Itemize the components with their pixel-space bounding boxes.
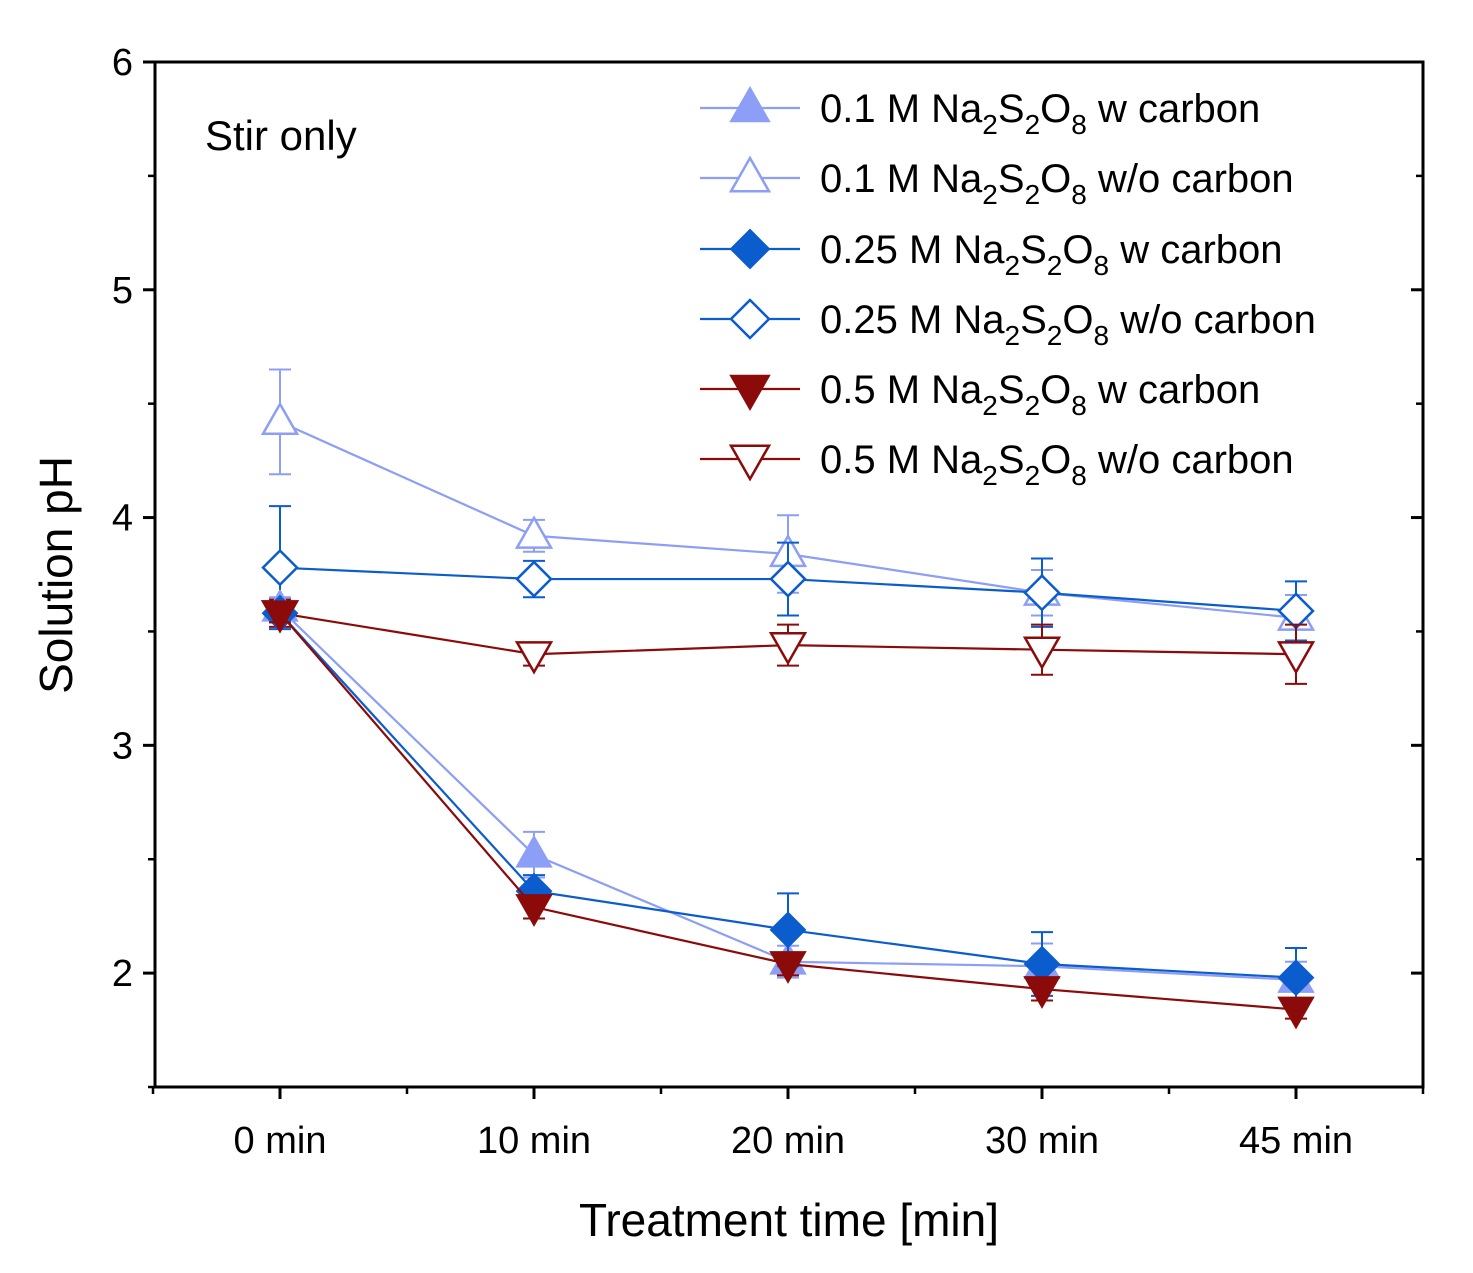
legend-marker xyxy=(729,228,771,270)
legend-text-part: S xyxy=(1020,298,1047,342)
legend-text-part: 0.25 M Na xyxy=(820,228,1005,272)
legend-marker xyxy=(728,444,772,482)
data-point xyxy=(1277,959,1315,997)
legend-text-part: S xyxy=(1020,228,1047,272)
legend-text-part: O xyxy=(1062,228,1093,272)
x-tick-label: 0 min xyxy=(234,1120,327,1162)
legend-marker xyxy=(729,86,771,123)
legend-label: 0.5 M Na2S2O8 w/o carbon xyxy=(820,438,1294,491)
legend-subscript: 8 xyxy=(1094,320,1110,351)
legend-subscript: 2 xyxy=(1025,179,1041,210)
legend-text-part: w/o carbon xyxy=(1109,298,1316,342)
data-point xyxy=(1023,573,1061,612)
legend-text-part: w carbon xyxy=(1087,87,1260,131)
data-point xyxy=(260,401,300,436)
axis-ticks: 0 min 10 min 20 min 30 min 45 min 2 3 4 5 6 xyxy=(112,42,1425,1162)
y-tick-label: 6 xyxy=(112,42,133,84)
x-tick-label: 45 min xyxy=(1239,1120,1353,1162)
legend-entry-5: 0.5 M Na2S2O8 w carbon xyxy=(700,368,1260,421)
data-point xyxy=(1277,996,1315,1030)
legend-text-part: 0.25 M Na xyxy=(820,298,1005,342)
x-tick-label: 10 min xyxy=(477,1120,591,1162)
legend-subscript: 8 xyxy=(1071,390,1087,421)
legend-text-part: O xyxy=(1040,157,1071,201)
legend-text-part: S xyxy=(998,87,1025,131)
legend-subscript: 2 xyxy=(982,109,998,140)
legend-text-part: S xyxy=(998,438,1025,482)
data-point xyxy=(1022,636,1062,671)
legend-subscript: 2 xyxy=(982,460,998,491)
data-point xyxy=(769,560,807,598)
legend-subscript: 2 xyxy=(1025,460,1041,491)
y-tick-label: 5 xyxy=(112,270,133,312)
legend-label: 0.1 M Na2S2O8 w/o carbon xyxy=(820,157,1294,210)
legend-subscript: 2 xyxy=(1025,390,1041,421)
legend-label: 0.1 M Na2S2O8 w carbon xyxy=(820,87,1260,140)
legend-text-part: S xyxy=(998,157,1025,201)
legend-subscript: 8 xyxy=(1071,109,1087,140)
legend-label: 0.25 M Na2S2O8 w carbon xyxy=(820,228,1283,281)
y-tick-label: 2 xyxy=(112,953,133,995)
legend-subscript: 2 xyxy=(1005,250,1021,281)
legend-text-part: w/o carbon xyxy=(1087,157,1294,201)
legend-text-part: O xyxy=(1062,298,1093,342)
legend-text-part: S xyxy=(998,368,1025,412)
legend-text-part: O xyxy=(1040,87,1071,131)
y-tick-label: 3 xyxy=(112,725,133,767)
annotation-label: Stir only xyxy=(205,112,357,159)
legend-text-part: w/o carbon xyxy=(1087,438,1294,482)
data-point xyxy=(768,631,808,666)
data-point xyxy=(515,560,553,598)
x-tick-label: 30 min xyxy=(985,1120,1099,1162)
data-point xyxy=(515,894,553,927)
y-tick-label: 4 xyxy=(112,498,133,540)
legend-subscript: 2 xyxy=(1047,250,1063,281)
data-point xyxy=(515,834,553,868)
legend-label: 0.5 M Na2S2O8 w carbon xyxy=(820,368,1260,421)
legend-text-part: w carbon xyxy=(1109,228,1282,272)
legend-text-part: 0.1 M Na xyxy=(820,87,983,131)
legend-marker xyxy=(728,155,772,193)
series-layer xyxy=(260,368,1316,1030)
y-axis-title: Solution pH xyxy=(30,456,82,694)
legend-subscript: 2 xyxy=(1047,320,1063,351)
data-point xyxy=(1276,641,1316,675)
data-point xyxy=(514,641,554,675)
legend-subscript: 2 xyxy=(982,390,998,421)
data-point xyxy=(769,911,807,949)
legend-entry-3: 0.25 M Na2S2O8 w carbon xyxy=(700,228,1283,281)
legend-subscript: 8 xyxy=(1071,460,1087,491)
legend-subscript: 8 xyxy=(1071,179,1087,210)
data-point xyxy=(514,515,554,549)
legend-text-part: O xyxy=(1040,368,1071,412)
x-tick-label: 20 min xyxy=(731,1120,845,1162)
legend-subscript: 2 xyxy=(1025,109,1041,140)
legend-subscript: 2 xyxy=(982,179,998,210)
data-point xyxy=(261,548,299,587)
x-axis-title: Treatment time [min] xyxy=(579,1194,999,1246)
legend-subscript: 8 xyxy=(1094,250,1110,281)
series-5 xyxy=(261,600,1315,1030)
legend-text-part: w carbon xyxy=(1087,368,1260,412)
series-4 xyxy=(261,505,1315,642)
legend-text-part: O xyxy=(1040,438,1071,482)
legend-entry-1: 0.1 M Na2S2O8 w carbon xyxy=(700,86,1260,140)
legend-subscript: 2 xyxy=(1005,320,1021,351)
legend-label: 0.25 M Na2S2O8 w/o carbon xyxy=(820,298,1316,351)
data-point xyxy=(769,951,807,984)
legend-marker xyxy=(729,374,771,411)
legend-text-part: 0.1 M Na xyxy=(820,157,983,201)
legend-entry-6: 0.5 M Na2S2O8 w/o carbon xyxy=(700,438,1294,491)
legend-entry-4: 0.25 M Na2S2O8 w/o carbon xyxy=(700,298,1316,351)
legend-text-part: 0.5 M Na xyxy=(820,368,983,412)
legend-marker xyxy=(729,298,771,340)
legend-entry-2: 0.1 M Na2S2O8 w/o carbon xyxy=(700,155,1294,210)
data-point xyxy=(261,600,299,634)
data-point xyxy=(1023,976,1061,1009)
legend-text-part: 0.5 M Na xyxy=(820,438,983,482)
